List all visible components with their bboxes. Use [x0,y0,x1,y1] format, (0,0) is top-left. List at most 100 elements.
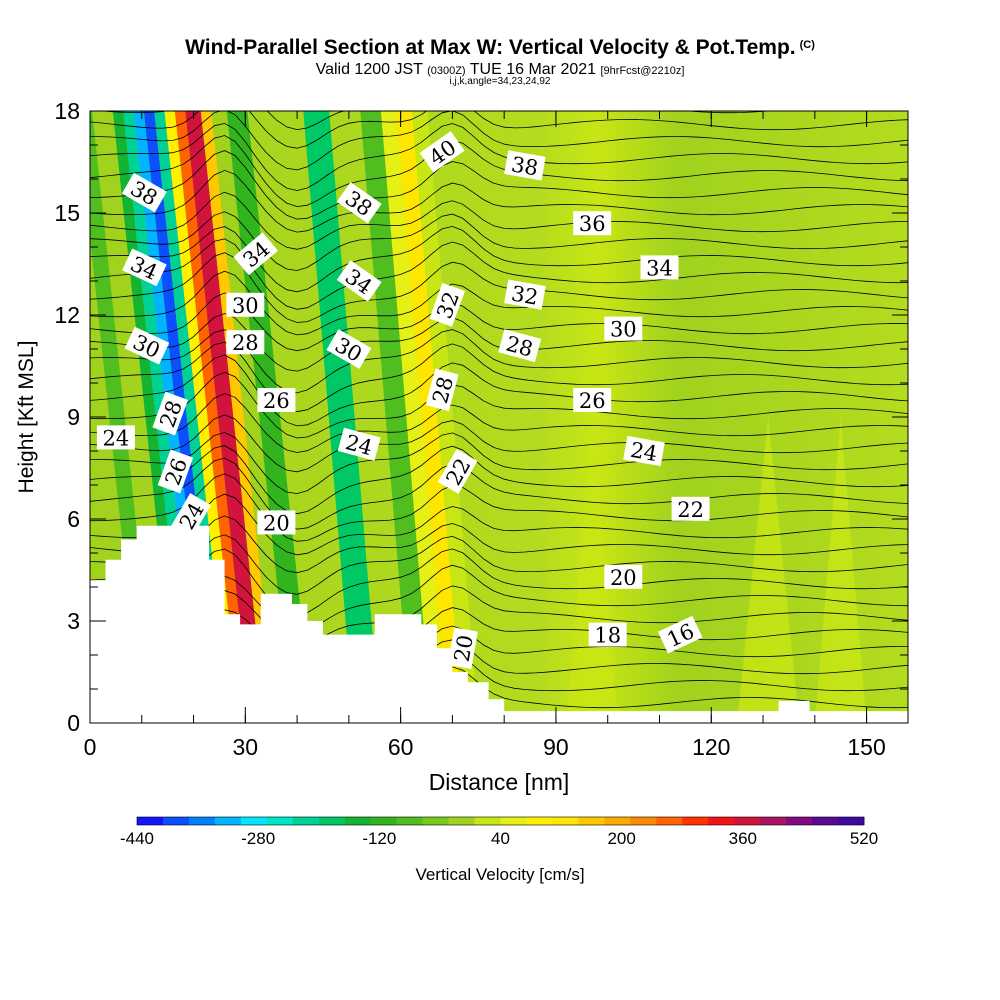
theta-contour [90,111,908,149]
contour-label-box [233,232,278,276]
velocity-band [380,111,448,723]
colorbar-tick-label: -440 [120,829,154,848]
title-text: Wind-Parallel Section at Max W: Vertical… [185,36,796,59]
contour-label-box [604,564,643,589]
forecast-info: [9hrFcst@2210z] [600,65,685,77]
y-tick-label: 9 [67,404,80,430]
valid-prefix: Valid 1200 JST [315,61,423,78]
colorbar-cell [240,817,268,825]
x-tick-label: 0 [84,734,97,760]
contour-label-text: 20 [263,511,290,535]
theta-contour [90,150,908,220]
contour-label: 28 [226,330,265,355]
theta-contour [90,122,908,191]
contour-label: 38 [504,150,546,181]
contour-label-box [257,510,296,535]
theta-contour [90,270,908,336]
y-axis-label: Height [Kft MSL] [15,341,38,494]
colorbar-tick-label: 200 [607,829,635,848]
contour-label: 26 [257,388,296,413]
theta-contour [99,111,773,131]
contour-label-text: 24 [103,426,130,450]
velocity-band [211,111,292,723]
velocity-band [200,111,277,723]
contour-label-box [336,260,382,302]
contour-label-box [657,615,703,654]
theta-contour [90,169,908,233]
contour-label-text: 22 [677,498,704,522]
theta-contour [90,564,908,633]
theta-contour [90,135,908,208]
x-tick-label: 150 [847,734,885,760]
colorbar-tick-label: 40 [491,829,510,848]
contour-label: 24 [623,435,665,466]
theta-contour [90,111,908,171]
contour-label-box [171,493,211,539]
theta-contour [90,393,908,453]
grid-indices: i,j,k,angle=34,23,24,92 [449,76,551,87]
theta-contour [90,238,908,310]
contour-label-text: 32 [509,281,539,309]
colorbar-cell [318,817,346,825]
contour-label-box [504,150,546,181]
colorbar-cell [682,817,709,825]
contour-label-text: 26 [263,389,290,413]
colorbar-cell [604,817,631,825]
contour-label-box [257,388,296,412]
theta-contour [90,493,908,556]
contour-label-text: 20 [610,566,637,590]
colorbar-cell [370,817,398,825]
contour-label-box [419,131,465,173]
theta-contour [90,414,908,473]
y-tick-label: 0 [67,710,80,736]
contour-label-text: 18 [594,624,621,648]
colorbar-cell [708,817,735,825]
contour-label-text: 26 [579,389,606,413]
colorbar-cell [526,817,553,825]
x-tick-label: 60 [388,734,414,760]
contour-label-box [429,282,465,327]
colorbar-cell [396,817,423,825]
contour-label-box [498,329,542,363]
contour-label-text: 20 [450,633,478,663]
contour-label-text: 30 [610,318,637,342]
contour-label-box [124,326,170,365]
colorbar-cell [188,817,216,825]
y-tick-label: 12 [54,302,80,328]
contour-label-box [226,292,265,317]
contour-label-box [588,622,627,647]
colorbar-tick-label: -280 [241,829,275,848]
theta-contour [90,431,908,495]
contour-label: 22 [671,496,710,522]
colorbar-cell [734,817,761,825]
colorbar-cell [578,817,605,825]
contour-label-box [96,425,135,450]
contour-label: 20 [604,564,643,590]
colorbar-cell [786,817,813,825]
contour-label-box [573,211,612,236]
contour-label-box [671,496,710,521]
theta-contour [90,607,908,658]
colorbar: -440 -280 -120 40 200 360 520 Vertical Velocity… [120,816,878,884]
terrain [90,525,908,723]
theta-contour [90,585,908,646]
contour-label-box [121,172,167,213]
velocity-band [174,111,251,723]
colorbar-cell [656,817,683,825]
contour-label-box [640,255,679,280]
valid-date: TUE 16 Mar 2021 [469,61,597,78]
contour-label-text: 30 [232,294,259,318]
y-tick-label: 15 [54,200,80,226]
theta-contour [90,548,908,616]
velocity-band [814,417,867,723]
theta-contour [90,354,908,427]
contour-label: 24 [96,425,135,450]
colorbar-cell [266,817,294,825]
terrain-mask [90,525,908,723]
theta-contour [90,252,908,323]
colorbar-cell [422,817,449,825]
contour-label: 30 [226,292,265,318]
velocity-band [412,111,479,723]
